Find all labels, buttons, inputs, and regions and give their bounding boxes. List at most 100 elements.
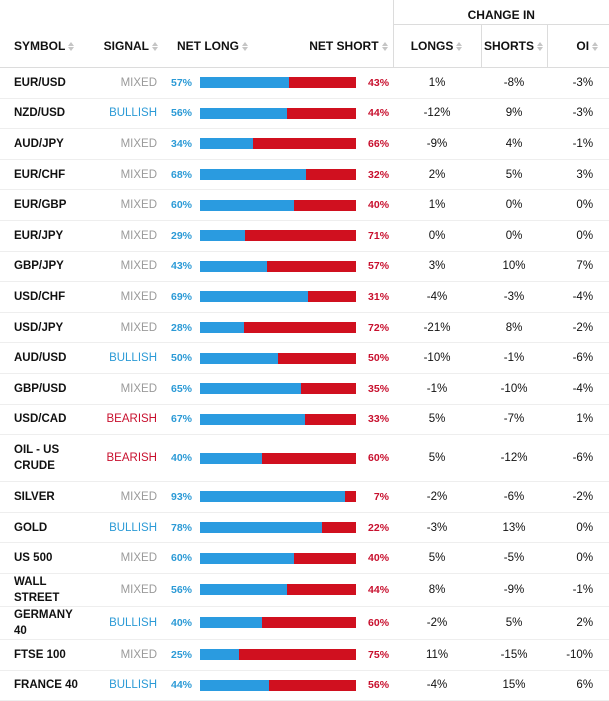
net-short-value: 72%: [360, 312, 394, 344]
symbol-cell[interactable]: WALL STREET: [0, 573, 90, 607]
oi-change: -4%: [547, 373, 609, 405]
symbol-cell[interactable]: USD/CAD: [0, 404, 90, 436]
symbol-cell[interactable]: FRANCE 40: [0, 670, 90, 701]
symbol-cell[interactable]: AUD/USD: [0, 342, 90, 374]
net-long-column-header[interactable]: NET LONG: [165, 24, 360, 68]
net-long-bar: [200, 383, 302, 395]
table-row[interactable]: AUD/JPY MIXED 34% 66% -9% 4% -1%: [0, 128, 609, 160]
symbol-link[interactable]: GOLD: [14, 521, 48, 534]
symbol-link[interactable]: OIL - US CRUDE: [14, 444, 60, 473]
symbol-link[interactable]: AUD/JPY: [14, 137, 64, 150]
symbol-link[interactable]: EUR/USD: [14, 76, 66, 89]
symbol-link[interactable]: SILVER: [14, 490, 55, 503]
table-row[interactable]: SILVER MIXED 93% 7% -2% -6% -2%: [0, 481, 609, 513]
shorts-change: 13%: [481, 512, 548, 544]
net-long-bar: [200, 617, 263, 629]
symbol-cell[interactable]: EUR/GBP: [0, 189, 90, 221]
net-short-column-header[interactable]: NET SHORT: [309, 24, 394, 68]
table-row[interactable]: OIL - US CRUDE BEARISH 40% 60% 5% -12% -6%: [0, 434, 609, 483]
table-row[interactable]: GBP/JPY MIXED 43% 57% 3% 10% 7%: [0, 251, 609, 283]
table-row[interactable]: WALL STREET MIXED 56% 44% 8% -9% -1%: [0, 573, 609, 607]
oi-change: -6%: [547, 342, 609, 374]
net-short-value: 33%: [360, 404, 394, 436]
net-long-value: 40%: [165, 434, 200, 483]
symbol-link[interactable]: FRANCE 40: [14, 679, 78, 692]
shorts-column-header[interactable]: SHORTS: [480, 24, 548, 68]
symbol-cell[interactable]: GBP/JPY: [0, 251, 90, 283]
net-long-header-label: NET LONG: [177, 38, 239, 53]
symbol-link[interactable]: USD/JPY: [14, 321, 64, 334]
symbol-link[interactable]: AUD/USD: [14, 352, 67, 365]
shorts-change: 5%: [481, 159, 548, 191]
shorts-header-label: SHORTS: [484, 39, 535, 53]
symbol-link[interactable]: EUR/JPY: [14, 229, 64, 242]
net-long-value: 40%: [165, 606, 200, 640]
symbol-link[interactable]: USD/CAD: [14, 413, 67, 426]
net-short-value: 32%: [360, 159, 394, 191]
net-long-bar: [200, 107, 288, 119]
longs-column-header[interactable]: LONGS: [392, 24, 482, 68]
symbol-link[interactable]: US 500: [14, 552, 53, 565]
symbol-link[interactable]: USD/CHF: [14, 290, 66, 303]
symbol-cell[interactable]: US 500: [0, 542, 90, 574]
symbol-link[interactable]: EUR/GBP: [14, 199, 67, 212]
symbol-cell[interactable]: AUD/JPY: [0, 128, 90, 160]
signal-cell: MIXED: [90, 639, 165, 671]
longs-change: -2%: [393, 606, 482, 640]
oi-column-header[interactable]: OI: [546, 24, 609, 68]
table-row[interactable]: USD/CAD BEARISH 67% 33% 5% -7% 1%: [0, 404, 609, 436]
table-row[interactable]: EUR/USD MIXED 57% 43% 1% -8% -3%: [0, 67, 609, 99]
symbol-cell[interactable]: USD/CHF: [0, 281, 90, 313]
table-row[interactable]: FRANCE 40 BULLISH 44% 56% -4% 15% 6%: [0, 670, 609, 701]
symbol-link[interactable]: EUR/CHF: [14, 168, 66, 181]
symbol-cell[interactable]: OIL - US CRUDE: [0, 434, 90, 483]
sort-icon: [537, 42, 544, 52]
sentiment-bar: [200, 291, 356, 303]
net-long-value: 43%: [165, 251, 200, 283]
symbol-cell[interactable]: EUR/JPY: [0, 220, 90, 252]
symbol-link[interactable]: GBP/USD: [14, 382, 67, 395]
net-short-value: 50%: [360, 342, 394, 374]
table-row[interactable]: GOLD BULLISH 78% 22% -3% 13% 0%: [0, 512, 609, 544]
signal-cell: MIXED: [90, 189, 165, 221]
symbol-cell[interactable]: EUR/USD: [0, 67, 90, 99]
sentiment-bar-cell: [200, 281, 360, 313]
symbol-cell[interactable]: GOLD: [0, 512, 90, 544]
net-short-bar: [262, 617, 356, 629]
table-row[interactable]: NZD/USD BULLISH 56% 44% -12% 9% -3%: [0, 98, 609, 130]
table-row[interactable]: EUR/JPY MIXED 29% 71% 0% 0% 0%: [0, 220, 609, 252]
symbol-cell[interactable]: NZD/USD: [0, 98, 90, 130]
table-row[interactable]: GERMANY 40 BULLISH 40% 60% -2% 5% 2%: [0, 606, 609, 640]
symbol-link[interactable]: NZD/USD: [14, 107, 66, 120]
net-long-bar: [200, 169, 307, 181]
symbol-link[interactable]: GERMANY 40: [14, 608, 73, 637]
table-row[interactable]: FTSE 100 MIXED 25% 75% 11% -15% -10%: [0, 639, 609, 671]
shorts-change: -5%: [481, 542, 548, 574]
signal-column-header[interactable]: SIGNAL: [90, 24, 165, 68]
table-row[interactable]: USD/JPY MIXED 28% 72% -21% 8% -2%: [0, 312, 609, 344]
table-row[interactable]: AUD/USD BULLISH 50% 50% -10% -1% -6%: [0, 342, 609, 374]
longs-change: -21%: [393, 312, 482, 344]
net-long-value: 29%: [165, 220, 200, 252]
symbol-link[interactable]: WALL STREET: [14, 575, 60, 604]
table-row[interactable]: EUR/GBP MIXED 60% 40% 1% 0% 0%: [0, 189, 609, 221]
table-row[interactable]: US 500 MIXED 60% 40% 5% -5% 0%: [0, 542, 609, 574]
symbol-cell[interactable]: EUR/CHF: [0, 159, 90, 191]
net-short-bar: [321, 522, 356, 534]
symbol-cell[interactable]: FTSE 100: [0, 639, 90, 671]
signal-cell: BULLISH: [90, 670, 165, 701]
symbol-cell[interactable]: SILVER: [0, 481, 90, 513]
table-row[interactable]: EUR/CHF MIXED 68% 32% 2% 5% 3%: [0, 159, 609, 191]
table-row[interactable]: USD/CHF MIXED 69% 31% -4% -3% -4%: [0, 281, 609, 313]
sentiment-bar-cell: [200, 573, 360, 607]
table-row[interactable]: GBP/USD MIXED 65% 35% -1% -10% -4%: [0, 373, 609, 405]
symbol-cell[interactable]: USD/JPY: [0, 312, 90, 344]
symbol-link[interactable]: GBP/JPY: [14, 260, 64, 273]
symbol-cell[interactable]: GBP/USD: [0, 373, 90, 405]
signal-cell: BEARISH: [90, 434, 165, 483]
symbol-cell[interactable]: GERMANY 40: [0, 606, 90, 640]
symbol-column-header[interactable]: SYMBOL: [0, 24, 90, 68]
symbol-link[interactable]: FTSE 100: [14, 648, 66, 661]
net-short-bar: [287, 584, 356, 596]
net-short-bar: [239, 649, 356, 661]
